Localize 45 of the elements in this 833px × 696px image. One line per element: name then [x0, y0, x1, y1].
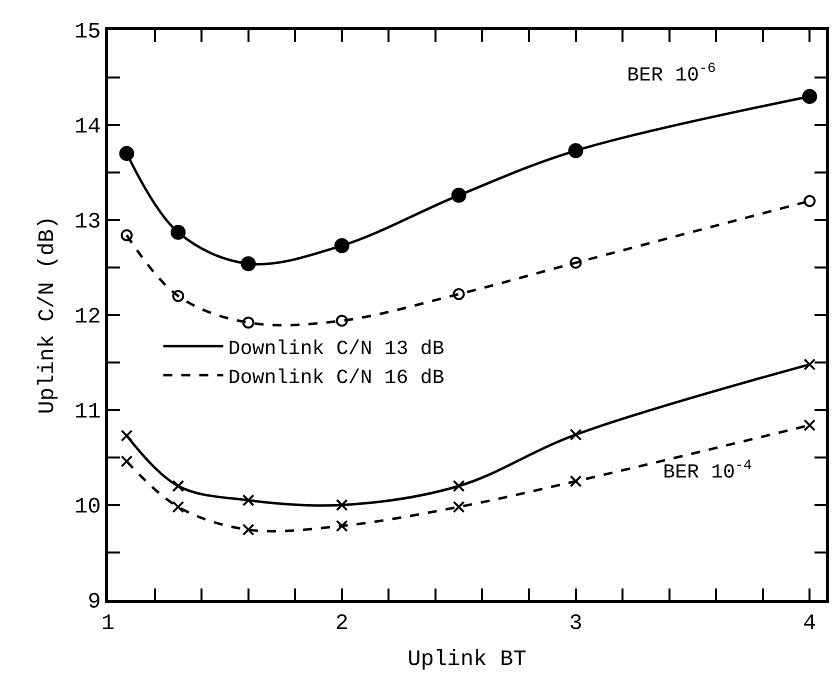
legend-label: Downlink C/N 13 dB [228, 338, 444, 361]
point [802, 89, 818, 104]
y-tick-label: 13 [74, 210, 101, 235]
point [336, 499, 348, 511]
x-tick-label: 4 [803, 611, 816, 636]
point [570, 256, 582, 269]
point [452, 500, 465, 513]
point [336, 314, 348, 327]
point [242, 494, 254, 506]
point [120, 430, 133, 442]
point [242, 316, 254, 329]
point [336, 520, 348, 532]
point [804, 358, 816, 370]
annotation: BER 10$^{-4}$ [663, 458, 752, 484]
annotation: BER 10$^{-6}$ [627, 61, 716, 88]
point [451, 188, 466, 203]
point [119, 146, 134, 161]
y-axis-title: Uplink C/N (dB) [35, 216, 60, 414]
point [120, 229, 133, 242]
point [172, 500, 184, 513]
point [172, 290, 184, 302]
y-tick-label: 11 [74, 400, 101, 425]
point [452, 288, 465, 300]
point [570, 475, 582, 488]
point [334, 238, 350, 254]
point [240, 256, 256, 272]
point [120, 455, 133, 468]
y-tick-label: 12 [74, 304, 101, 330]
x-tick-label: 2 [335, 611, 348, 636]
x-tick-label: 1 [101, 611, 115, 636]
point [242, 524, 254, 536]
point [570, 428, 582, 441]
legend-label: Downlink C/N 16 dB [228, 366, 444, 390]
x-axis-title: Uplink BT [408, 647, 526, 672]
y-tick-label: 10 [74, 494, 101, 520]
y-tick-label: 9 [88, 590, 101, 615]
x-tick-label: 3 [569, 611, 582, 636]
point [804, 419, 816, 432]
y-tick-label: 14 [74, 114, 101, 140]
point [170, 224, 186, 240]
y-tick-label: 15 [74, 20, 101, 45]
point [452, 480, 465, 492]
point [568, 143, 584, 158]
point [172, 480, 184, 492]
point [804, 195, 816, 207]
